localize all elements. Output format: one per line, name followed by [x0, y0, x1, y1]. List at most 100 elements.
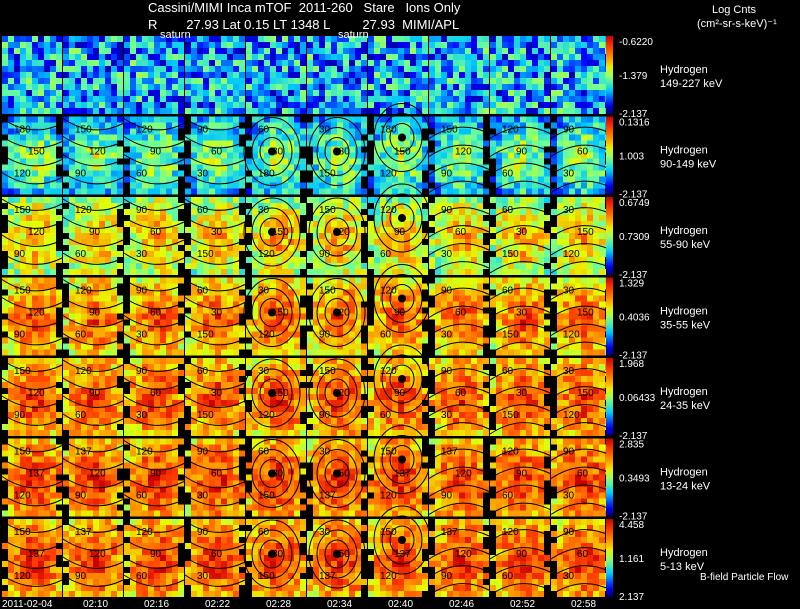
contour-label: 120 [89, 147, 106, 158]
colorbar-min-label: -2.137 [619, 431, 648, 442]
contour-label: 90 [319, 410, 331, 421]
image-panel: 180 150 120 [368, 103, 431, 195]
colorbar-max-label: 4.458 [619, 520, 644, 531]
contour-label: 90 [516, 549, 528, 560]
contour-label: 90 [394, 308, 406, 319]
contour-label: 90 [394, 227, 406, 238]
contour-label: 150 [14, 286, 31, 297]
species-label: Hydrogen [660, 547, 708, 559]
colorbar-min-label: -2.137 [619, 512, 648, 523]
contour-label: 60 [136, 169, 148, 180]
energy-range-label: 35-55 keV [660, 320, 711, 332]
contour-label: 30 [441, 410, 453, 421]
contour-label: 137 [394, 469, 411, 480]
contour-label: 30 [272, 549, 284, 560]
image-panel [551, 36, 611, 114]
contour-label: 90 [150, 549, 162, 560]
units-label-2: (cm²-sr-s-keV)⁻¹ [697, 18, 777, 30]
contour-label: 60 [380, 330, 392, 341]
colorbar-max-label: 2.835 [619, 440, 644, 451]
contour-label: 60 [150, 308, 162, 319]
contour-label: 120 [89, 549, 106, 560]
contour-label: 120 [563, 330, 580, 341]
contour-label: 30 [516, 227, 528, 238]
colorbar: 4.458 1.161 2.137 [606, 519, 644, 603]
contour-label: 90 [136, 205, 148, 216]
contour-label: 90 [441, 366, 453, 377]
contour-label: 137 [75, 527, 92, 538]
colorbar-max-label: 1.968 [619, 359, 644, 370]
colorbar: 0.6749 0.7309 -2.137 [606, 197, 650, 281]
contour-label: 90 [89, 308, 101, 319]
contour-label: 30 [197, 571, 209, 582]
contour-label: 120 [333, 308, 350, 319]
contour-label: 30 [258, 205, 270, 216]
contour-label: 120 [333, 227, 350, 238]
contour-label: 120 [502, 447, 519, 458]
colorbar-mid-label: 0.06433 [619, 393, 656, 404]
contour-label: 137 [319, 571, 336, 582]
energy-row-4: 1501209012090609060306030150301501201501… [1, 264, 711, 362]
contour-label: 60 [197, 366, 209, 377]
contour-label: 120 [136, 527, 153, 538]
image-panel: 180 150 120 [1, 116, 63, 195]
contour-label: 180 [258, 169, 275, 180]
colorbar-mid-label: 1.003 [619, 152, 644, 163]
plot-subtitle: R 27.93 Lat 0.15 LT 1348 L 27.93 MIMI/AP… [148, 17, 460, 32]
flow-contours: 150 137 120 [1, 440, 63, 507]
contour-label: 30 [563, 205, 575, 216]
contour-label: 60 [502, 491, 514, 502]
contour-label: 60 [211, 469, 223, 480]
contour-label: 90 [89, 388, 101, 399]
contour-label: 150 [197, 410, 214, 421]
energy-row-3: 1501209012090609060306030150301501201501… [1, 183, 711, 281]
contour-label: 120 [89, 469, 106, 480]
contour-label: 120 [14, 169, 31, 180]
flow-contours: 150 137 120 [373, 425, 431, 502]
contour-label: 90 [516, 147, 528, 158]
contour-label: 120 [136, 125, 153, 136]
colorbar: 0.1316 1.003 -2.137 [606, 116, 650, 201]
time-tick-label: 02:10 [83, 599, 108, 609]
contour-label: 120 [455, 549, 472, 560]
contour-label: 90 [441, 169, 453, 180]
species-label: Hydrogen [660, 467, 708, 479]
image-panel [368, 36, 428, 114]
contour-label: 90 [441, 571, 453, 582]
contour-label: 60 [258, 447, 270, 458]
colorbar-mid-label: 1.161 [619, 554, 644, 565]
contour-label: 90 [394, 388, 406, 399]
colorbar-mid-label: 0.7309 [619, 232, 650, 243]
contour-label: 60 [502, 286, 514, 297]
